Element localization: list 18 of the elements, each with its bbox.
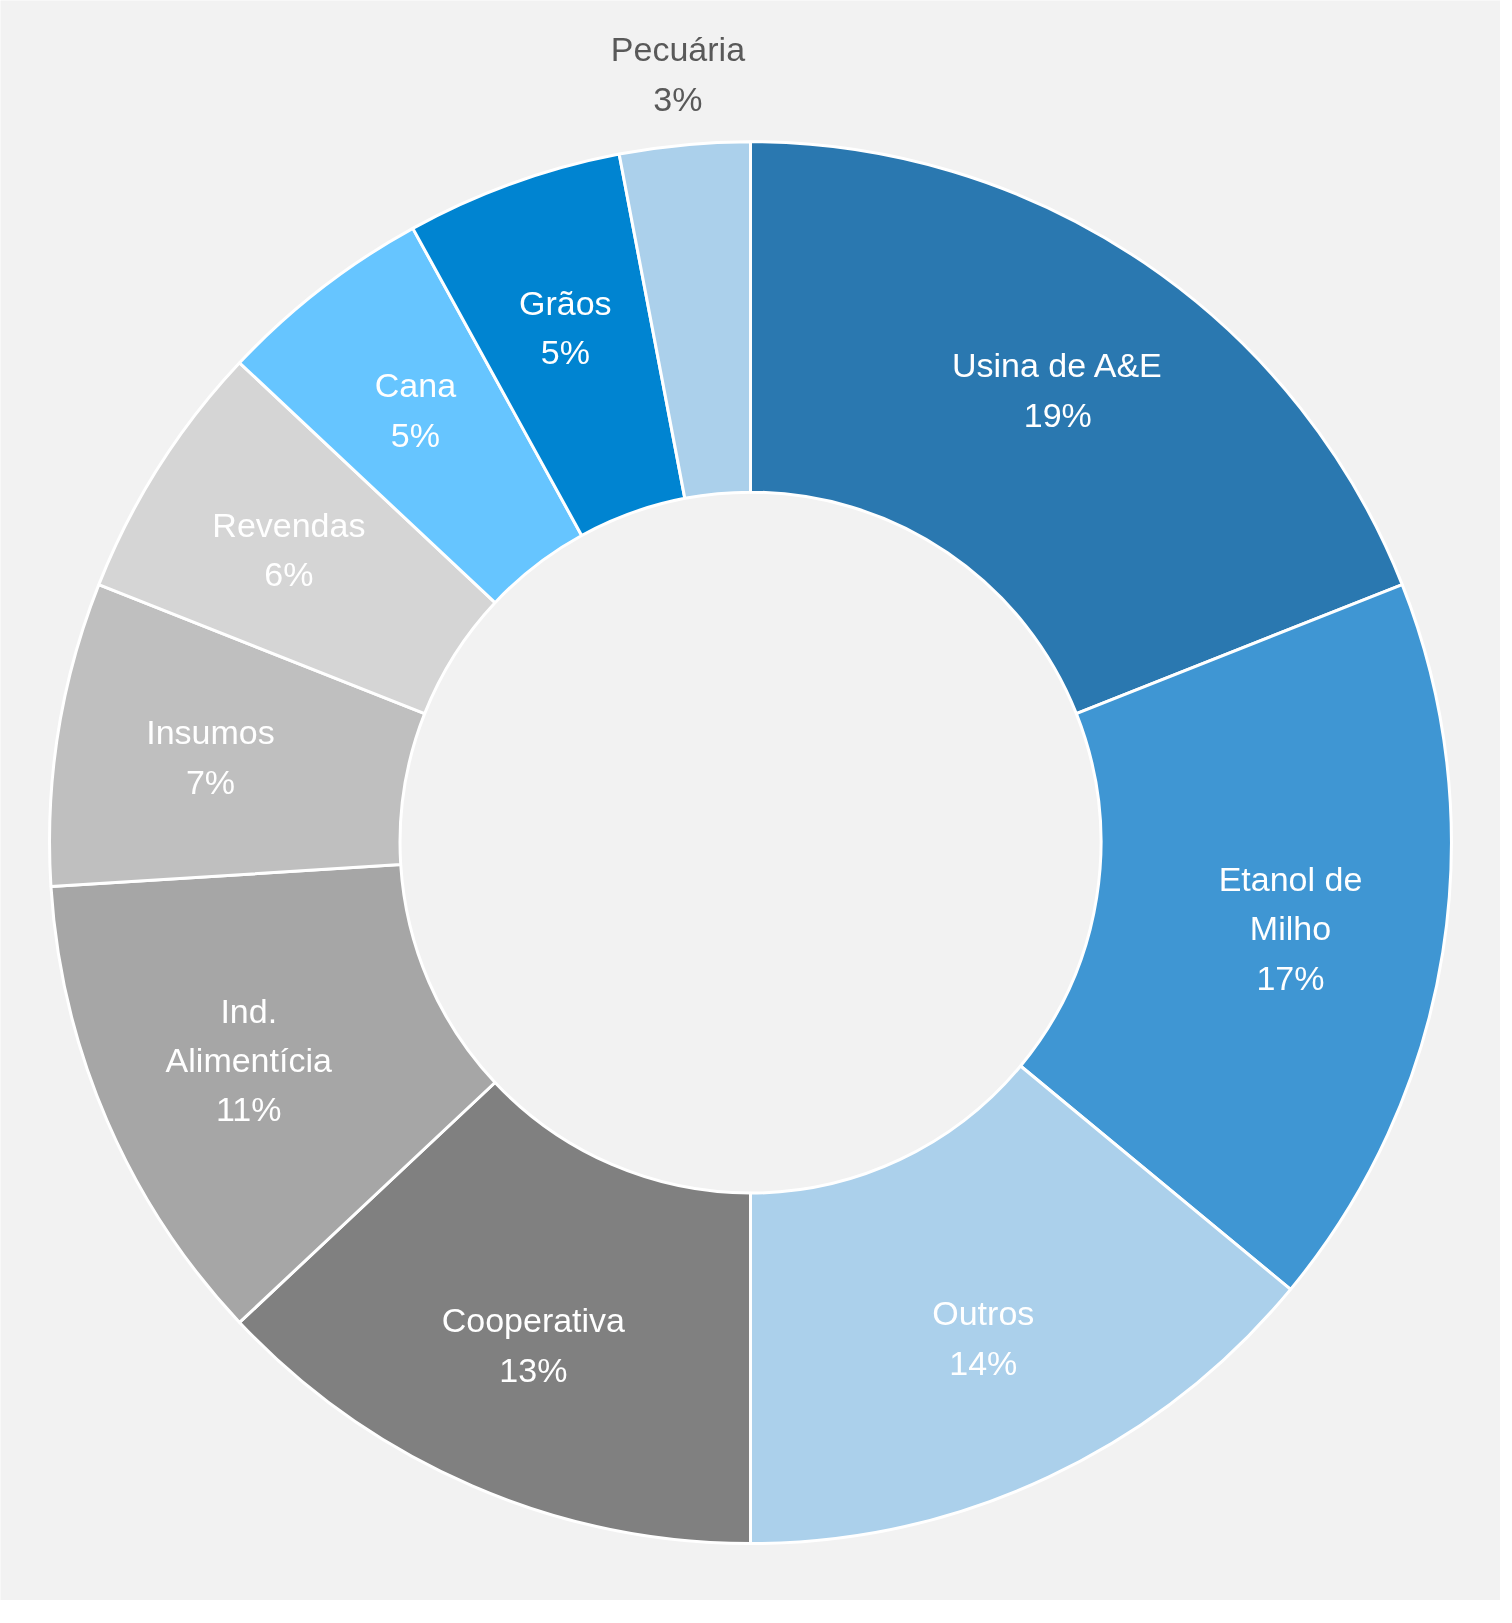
slice-label: Ind. Alimentícia: [165, 991, 332, 1079]
data-label: 3%: [653, 79, 703, 118]
data-label: 14%: [949, 1343, 1018, 1382]
slice-label: Cooperativa: [441, 1301, 626, 1340]
data-label: 17%: [1256, 958, 1325, 997]
data-label: 7%: [185, 762, 236, 801]
slice-label: Usina de A&E: [951, 346, 1162, 385]
data-label: 5%: [540, 333, 590, 372]
slice-label: Cana: [374, 366, 457, 405]
slice-label: Outros: [932, 1294, 1035, 1333]
data-label: 11%: [215, 1090, 282, 1129]
slice-label: Insumos: [146, 713, 275, 752]
data-label: 5%: [390, 415, 440, 454]
slice-label: Pecuária: [610, 30, 746, 69]
slice-label: Grãos: [519, 283, 612, 322]
data-label: 13%: [499, 1350, 568, 1389]
slice-label: Etanol de Milho: [1218, 859, 1363, 948]
data-label: 19%: [1023, 395, 1092, 434]
